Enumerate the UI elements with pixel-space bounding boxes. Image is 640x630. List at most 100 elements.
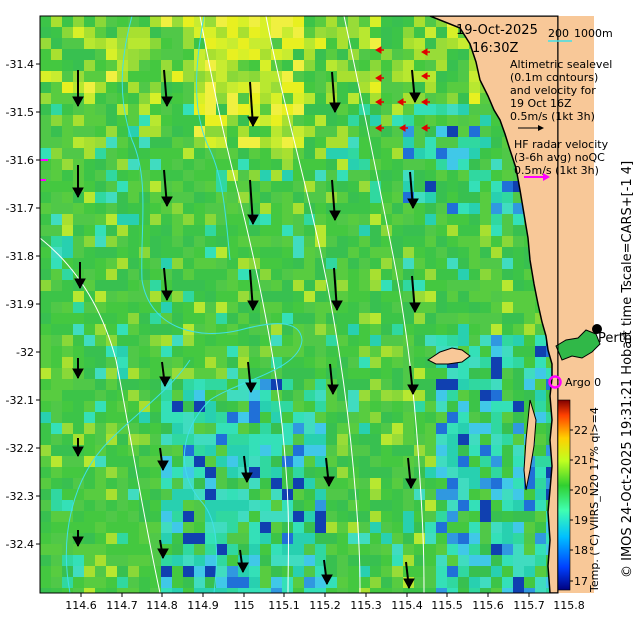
lon-tick-label: 115.4 [391,599,423,612]
velocity-arrow [407,365,419,396]
imos-credit: © IMOS 24-Oct-2025 19:31:21 Hobart time … [620,161,635,578]
latitude-ticks: -31.4 -31.5 -31.6 -31.7 -31.8 -31.9 -32 -32.1 -3… [6,58,40,551]
velocity-arrow [329,71,341,114]
velocity-arrow [237,549,249,574]
lat-tick-label: -32.4 [6,538,34,551]
lon-tick-label: 115.6 [472,599,504,612]
lon-tick-label: 114.7 [106,599,138,612]
lat-tick-label: -32.3 [6,490,34,503]
velocity-arrow [403,561,415,590]
velocity-arrow [72,165,84,199]
velocity-arrow [157,447,169,472]
altimetric-scale-arrow [518,125,544,131]
velocity-arrow [409,69,421,104]
lat-tick-label: -31.4 [6,58,34,71]
velocity-arrow [323,457,335,488]
velocity-arrow [161,169,173,208]
perth-label: Perth [598,331,632,346]
lat-tick-label: -31.6 [6,154,34,167]
velocity-arrow [161,69,173,108]
altimetric-line-3: and velocity for [510,84,596,97]
lat-tick-label: -32 [16,346,34,359]
velocity-arrow [247,81,259,128]
left-edge-markers [40,159,48,181]
map-time: 16:30Z [472,41,518,56]
velocity-arrow [241,455,253,484]
lon-tick-label: 115.1 [268,599,300,612]
velocity-arrow [321,559,333,586]
lon-tick-label: 114.6 [65,599,97,612]
lon-tick-label: 115.2 [309,599,341,612]
lat-tick-label: -32.2 [6,442,34,455]
hf-arrow [375,98,384,106]
lon-tick-label: 115.3 [350,599,382,612]
lon-tick-label: 115 [234,599,255,612]
colorbar-tick-label: 22 [574,424,588,437]
velocity-arrow [405,457,417,490]
perth-marker [592,324,602,334]
velocity-arrow [327,363,339,396]
hf-arrow [421,48,430,56]
velocity-arrow [72,70,84,108]
rottnest-island [427,347,471,365]
lon-tick-label: 115.5 [431,599,463,612]
lon-tick-label: 115.8 [553,599,585,612]
scale-value: 200 [548,27,569,40]
colorbar-tick-label: 18 [574,544,588,557]
hf-arrow [421,72,430,80]
lat-tick-label: -31.8 [6,250,34,263]
velocity-arrow [247,269,259,312]
hf-arrow [375,46,384,54]
depth-contours [65,16,303,593]
hf-arrow [421,98,430,106]
longitude-ticks: 114.6 114.7 114.8 114.9 115 115.1 115.2 115.3 11… [65,593,585,612]
velocity-arrow [409,275,421,314]
argo-marker [548,375,562,389]
hf-radar-arrows [375,46,430,132]
velocity-arrow [72,438,84,458]
velocity-arrow [161,267,173,302]
lon-tick-label: 114.8 [146,599,178,612]
hf-arrow [399,124,408,132]
hf-line-1: HF radar velocity [514,138,609,151]
hf-arrow [397,98,406,106]
hf-arrow [421,124,430,132]
velocity-arrows [72,69,421,590]
colorbar-tick-label: 21 [574,454,588,467]
altimetric-line-5: 0.5m/s (1kt 3h) [510,110,595,123]
altimetric-line-1: Altimetric sealevel [510,58,612,71]
velocity-arrow [74,262,86,290]
velocity-arrow [72,358,84,380]
hf-scale-arrow [524,173,550,181]
map-date: 19-Oct-2025 [456,23,538,38]
colorbar-tick-label: 19 [574,514,588,527]
velocity-arrow [159,361,171,388]
velocity-arrow [407,171,419,210]
lat-tick-label: -31.9 [6,298,34,311]
hf-arrow [375,74,384,82]
lat-tick-label: -31.5 [6,106,34,119]
colorbar-tick-label: 20 [574,484,588,497]
altimetric-line-4: 19 Oct 16Z [510,97,572,110]
altimetric-line-2: (0.1m contours) [510,71,598,84]
velocity-arrow [247,179,259,226]
colorbar-tick-label: 17 [574,575,588,588]
velocity-arrow [329,179,341,222]
sealevel-contours [40,16,425,593]
lat-tick-label: -32.1 [6,394,34,407]
colorbar-label: Temp. (°C) VIIRS_N20 17% ql>=4 [588,407,601,593]
lat-tick-label: -31.7 [6,202,34,215]
lon-tick-label: 115.7 [513,599,545,612]
argo-label: Argo 0 [565,376,601,389]
velocity-arrow [72,530,84,548]
garden-island [523,399,537,491]
depth-value: 1000m [574,27,613,40]
land-mass [429,16,558,593]
hf-line-2: (3-6h avg) noQC [514,151,605,164]
velocity-arrow [157,539,169,560]
sst-mosaic [40,16,558,593]
hf-line-3: 0.5m/s (1kt 3h) [514,164,599,177]
lon-tick-label: 114.9 [187,599,219,612]
colorbar-ticks: 17 18 19 20 21 22 [570,424,588,588]
